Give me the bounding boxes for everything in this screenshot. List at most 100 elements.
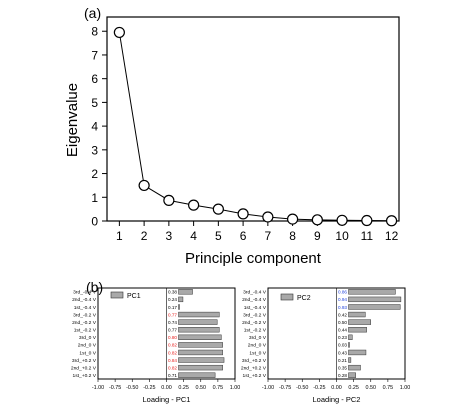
category-label: 2nd_-0.2 V <box>72 320 97 326</box>
pc1-chart-marks: 3rd_-0.4 V 0.38 2nd_-0.4 V 0.24 1st_-0.4 V 0.… <box>71 288 240 391</box>
eigenvalue-line <box>118 32 392 222</box>
x-tick-label: 8 <box>289 229 296 243</box>
category-label: 3rd_-0.4 V <box>73 290 97 296</box>
y-tick-label: 6 <box>91 72 98 86</box>
pc2-x-axis-label: Loading - PC2 <box>313 395 361 404</box>
loading-bar <box>178 372 216 378</box>
category-label: 2nd_0 V <box>248 343 267 349</box>
x-tick-label: -0.50 <box>296 385 308 391</box>
y-tick-label: 1 <box>91 191 98 205</box>
eigenvalue-point <box>336 214 348 226</box>
value-label: 0.82 <box>168 343 177 348</box>
x-tick-label: 5 <box>215 229 222 243</box>
loading-bar <box>348 364 361 371</box>
x-tick-label: 1 <box>116 229 123 243</box>
scree-plot-frame <box>106 16 400 222</box>
value-label: 0.86 <box>338 290 347 295</box>
value-label: 0.94 <box>338 297 347 302</box>
category-label: 3rd_-0.2 V <box>73 312 97 318</box>
eigenvalue-point <box>385 215 398 227</box>
category-label: 3rd_0 V <box>79 335 97 341</box>
y-tick-label: 5 <box>91 96 98 110</box>
value-label: 0.84 <box>168 358 177 363</box>
x-tick-label: 0.75 <box>213 385 224 391</box>
x-tick-label: 3 <box>166 229 173 243</box>
category-label: 1st_+0.2 V <box>72 373 96 379</box>
x-tick-label: 9 <box>314 229 321 243</box>
category-label: 2nd_+0.2 V <box>241 365 267 371</box>
loading-bar <box>178 334 222 340</box>
eigenvalue-point <box>237 208 249 220</box>
x-axis-label: Principle component <box>185 250 322 267</box>
y-tick-label: 4 <box>91 120 98 134</box>
category-label: 1st_-0.4 V <box>244 305 267 311</box>
eigenvalue-point <box>212 203 224 215</box>
scree-y-ticks: 0 1 2 3 4 5 6 7 8 <box>91 25 107 229</box>
panel-label-a: (a) <box>84 5 101 21</box>
eigenvalue-point <box>262 211 274 223</box>
loading-bar <box>348 357 352 363</box>
value-label: 0.28 <box>338 373 347 378</box>
x-tick-label: -0.25 <box>313 385 325 391</box>
category-label: 3rd_-0.2 V <box>243 312 267 318</box>
y-tick-label: 8 <box>91 25 98 39</box>
loading-bar <box>178 357 225 363</box>
x-tick-label: -0.75 <box>279 385 291 391</box>
x-tick-label: 6 <box>240 229 247 243</box>
pc1-loading-plot: 3rd_-0.4 V 0.38 2nd_-0.4 V 0.24 1st_-0.4 V 0.… <box>71 287 240 404</box>
loading-bar <box>178 304 180 310</box>
loading-bar <box>348 296 402 303</box>
loading-bar <box>178 319 218 325</box>
x-tick-label: 12 <box>385 229 399 243</box>
x-tick-label: 0.75 <box>383 385 394 391</box>
value-label: 0.50 <box>338 320 347 325</box>
value-label: 0.71 <box>168 373 177 378</box>
value-label: 0.42 <box>338 312 347 317</box>
x-tick-label: 2 <box>141 229 148 243</box>
pc2-loading-plot: 3rd_-0.4 V 0.86 2nd_-0.4 V 0.94 1st_-0.4 V 0.… <box>241 287 410 404</box>
loading-bar <box>348 327 367 333</box>
category-label: 3rd_0 V <box>249 335 267 341</box>
loading-bar <box>178 289 193 295</box>
category-label: 1st_0 V <box>249 350 266 356</box>
loading-bar <box>348 319 371 325</box>
category-label: 2nd_0 V <box>78 343 97 349</box>
value-label: 0.82 <box>168 350 177 355</box>
loading-bar <box>178 364 223 371</box>
category-label: 1st_-0.4 V <box>74 305 97 311</box>
category-label: 1st_-0.2 V <box>74 328 97 334</box>
pc1-legend-swatch <box>110 291 124 299</box>
x-tick-label: -0.50 <box>126 385 138 391</box>
pc2-chart-marks: 3rd_-0.4 V 0.86 2nd_-0.4 V 0.94 1st_-0.4 V 0.… <box>241 288 410 391</box>
value-label: 0.43 <box>338 350 347 355</box>
x-tick-label: 10 <box>335 229 349 243</box>
value-label: 0.21 <box>338 358 347 363</box>
panel-label-b: (b) <box>86 279 103 295</box>
loading-bar <box>348 311 366 318</box>
scree-x-ticks: 1 2 3 4 5 6 7 8 9 10 11 12 <box>116 221 399 243</box>
category-label: 3rd_-0.4 V <box>243 290 267 296</box>
value-label: 0.44 <box>338 328 347 333</box>
x-tick-label: 0.00 <box>331 385 342 391</box>
pc1-x-axis-label: Loading - PC1 <box>143 395 191 404</box>
x-tick-label: 11 <box>361 229 374 243</box>
category-label: 3rd_+0.2 V <box>72 358 97 364</box>
category-label: 1st_-0.2 V <box>244 328 267 334</box>
x-tick-label: 0.25 <box>348 385 359 391</box>
y-axis-label: Eigenvalue <box>64 83 81 157</box>
eigenvalue-point <box>138 179 150 192</box>
value-label: 0.82 <box>168 365 177 370</box>
eigenvalue-point <box>163 194 175 206</box>
value-label: 0.80 <box>168 335 177 340</box>
x-tick-label: -0.25 <box>143 385 155 391</box>
loading-bar <box>178 296 184 303</box>
x-tick-label: -1.00 <box>262 385 274 391</box>
loading-bar <box>348 334 353 340</box>
loading-bar <box>348 372 356 378</box>
value-label: 0.77 <box>168 312 177 317</box>
y-tick-label: 7 <box>91 48 98 62</box>
value-label: 0.35 <box>338 365 347 370</box>
x-tick-label: 1.00 <box>400 385 411 391</box>
